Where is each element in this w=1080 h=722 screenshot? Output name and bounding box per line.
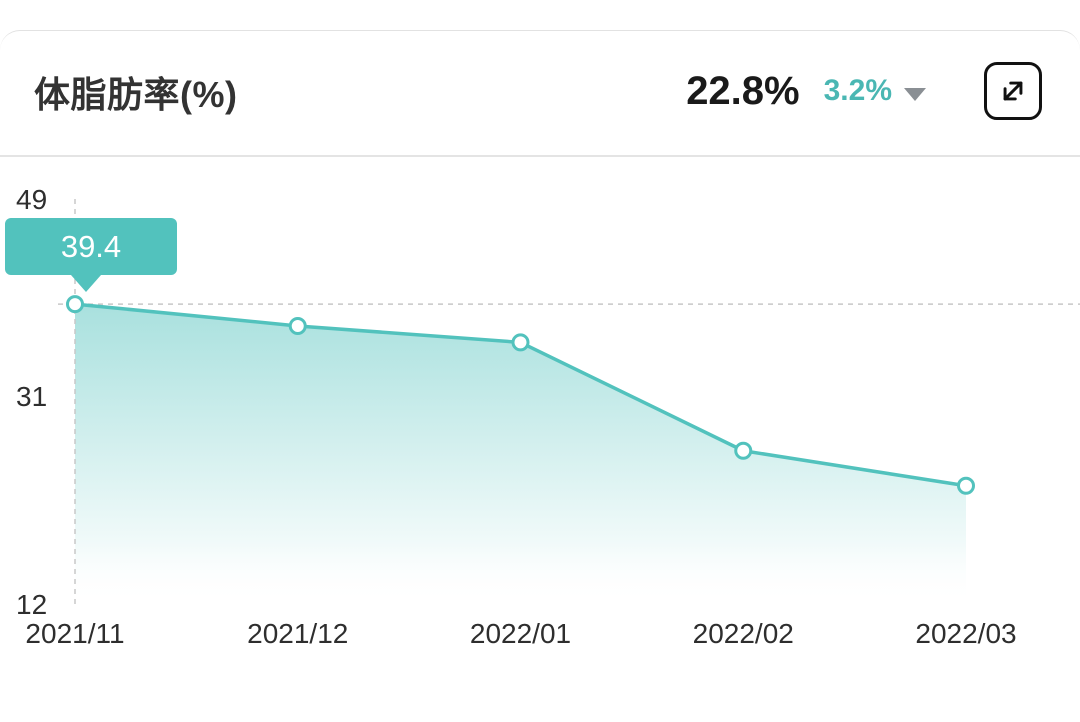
data-point-2022/03[interactable] <box>957 476 975 495</box>
y-axis-label: 12 <box>16 589 47 620</box>
tooltip-value: 39.4 <box>60 228 122 264</box>
chevron-down-icon[interactable] <box>904 87 926 101</box>
x-axis-label: 2022/03 <box>915 618 1016 649</box>
x-axis-label: 2022/02 <box>693 618 794 649</box>
delta-value[interactable]: 3.2% <box>823 74 892 107</box>
data-point-2021/11[interactable] <box>66 295 84 314</box>
header-divider <box>0 155 1080 157</box>
header-stats: 22.8% 3.2% <box>686 58 1042 124</box>
chart-area: 49 31 12 2021/11 2021/12 2022/01 2022/02 2022/0… <box>0 157 1080 687</box>
chart-title: 体脂肪率(%) <box>34 74 238 115</box>
data-point-2022/02[interactable] <box>734 441 753 460</box>
data-point-2021/12[interactable] <box>288 316 307 335</box>
expand-icon <box>1003 81 1023 101</box>
current-value: 22.8% <box>686 68 800 113</box>
area-fill <box>75 304 966 604</box>
x-axis-label: 2021/11 <box>25 618 124 649</box>
expand-button[interactable] <box>984 62 1042 120</box>
x-axis-label: 2022/01 <box>470 618 571 649</box>
x-axis-label: 2021/12 <box>247 618 348 649</box>
data-point-2022/01[interactable] <box>511 333 530 352</box>
tooltip: 39.4 <box>5 218 177 292</box>
chart-header: 体脂肪率(%) 22.8% 3.2% <box>0 58 1080 124</box>
y-axis-label: 31 <box>16 381 47 412</box>
y-axis-label: 49 <box>16 184 47 215</box>
